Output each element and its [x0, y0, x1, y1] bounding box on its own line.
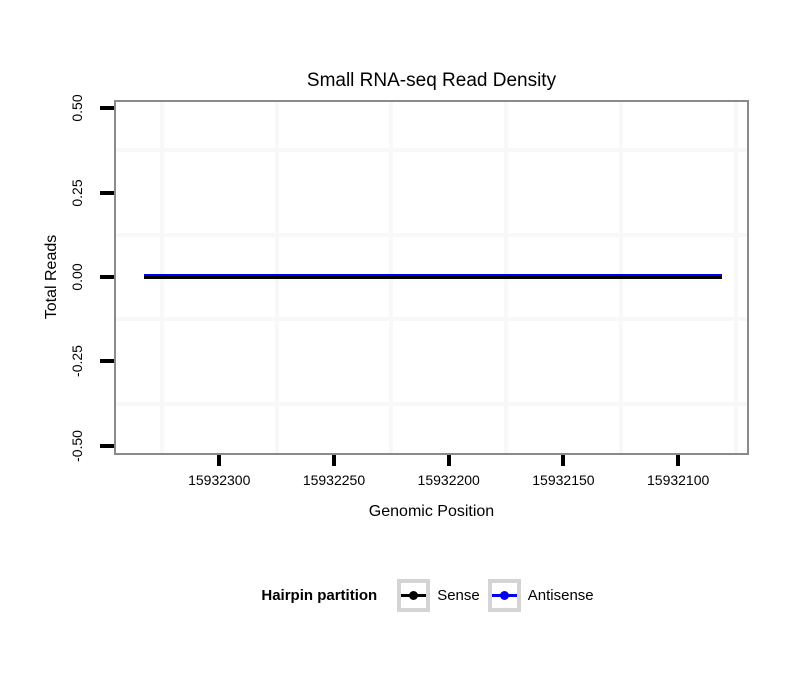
legend-item-sense: Sense	[397, 578, 480, 612]
x-axis-tick	[446, 455, 451, 466]
x-tick-label: 15932200	[417, 472, 480, 488]
gridline-horizontal	[116, 148, 747, 153]
legend-key-sense	[397, 578, 431, 612]
legend-item-label: Antisense	[527, 586, 594, 604]
x-tick-label: 15932150	[532, 472, 595, 488]
y-axis-tick	[100, 359, 114, 364]
y-axis-tick	[100, 106, 114, 111]
x-axis-tick	[561, 455, 566, 466]
legend-title: Hairpin partition	[261, 586, 378, 604]
y-axis-tick	[100, 274, 114, 279]
y-axis-tick	[100, 190, 114, 195]
legend-item-label: Sense	[437, 586, 480, 604]
y-tick-label: 0.25	[69, 178, 85, 207]
chart-title: Small RNA-seq Read Density	[306, 70, 557, 91]
gridline-horizontal	[116, 232, 747, 237]
y-tick-label: -0.25	[69, 345, 85, 378]
y-tick-label: -0.50	[69, 429, 85, 462]
legend-item-antisense: Antisense	[487, 578, 594, 612]
plot-panel	[114, 100, 749, 455]
gridline-horizontal	[116, 317, 747, 322]
x-tick-label: 15932300	[188, 472, 251, 488]
x-axis-tick	[676, 455, 681, 466]
legend-items: Sense Antisense	[397, 578, 601, 612]
legend-key-dot	[409, 590, 419, 600]
y-axis-title: Total Reads	[43, 234, 60, 320]
legend-key-antisense	[487, 578, 521, 612]
gridline-vertical	[733, 102, 738, 453]
x-tick-label: 15932100	[647, 472, 710, 488]
series-line-sense	[143, 275, 722, 279]
y-axis-tick	[100, 443, 114, 448]
gridline-horizontal	[116, 401, 747, 406]
y-tick-label: 0.50	[69, 94, 85, 122]
legend: Hairpin partition Sense Antisense	[114, 576, 749, 614]
x-axis-tick	[217, 455, 222, 466]
x-tick-label: 15932250	[302, 472, 366, 488]
x-axis-title: Genomic Position	[368, 503, 495, 520]
legend-key-dot	[499, 590, 509, 600]
x-axis-tick	[331, 455, 336, 466]
y-tick-label: 0.00	[69, 263, 85, 291]
